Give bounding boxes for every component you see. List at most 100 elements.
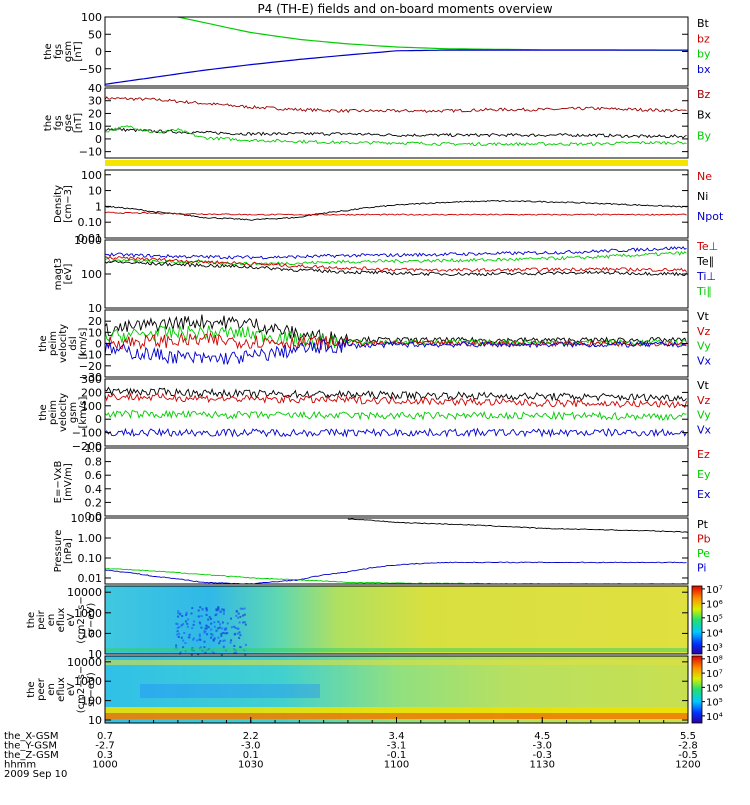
y-axis-label: [eV] (63, 264, 74, 285)
x-date-label: 2009 Sep 10 (4, 769, 67, 780)
legend-Bz: Bz (697, 88, 711, 101)
spectrogram-pixel (239, 634, 242, 637)
spectrogram-pixel (188, 636, 191, 639)
spectrogram-pixel (238, 621, 241, 624)
spectrogram-pixel (239, 607, 242, 610)
series-Pt-line (347, 518, 689, 533)
series-Bx-line (104, 127, 687, 139)
y-axis-label: the (38, 404, 49, 420)
y-axis-label: the (43, 115, 54, 131)
series-Te-line (104, 260, 687, 277)
spectrogram-pixel (217, 636, 220, 639)
y-tick-label: 0.4 (85, 483, 103, 496)
legend-Ti: Ti∥ (696, 285, 712, 298)
x-row-value: 5.5 (680, 731, 696, 742)
spectrogram-pixel (225, 627, 228, 630)
panel-frame (104, 87, 689, 159)
panel-efield: 1.00.80.60.40.20.0 E=−VxB [mV/m] Ez Ey Ex (53, 442, 711, 523)
y-axis-label: velocity (58, 393, 69, 432)
colorbar-tick-label: 10⁵ (706, 698, 723, 709)
x-row-value: 1130 (530, 760, 555, 771)
spectrogram-pixel (238, 631, 241, 634)
spectrogram-pixel (223, 610, 225, 613)
spectrogram-pixel (221, 608, 224, 611)
spectrogram-pixel (236, 627, 239, 630)
panel-frame (104, 378, 689, 447)
y-tick-label: 40 (88, 82, 102, 95)
series-Pe-line (104, 568, 687, 585)
y-tick-label: 0 (95, 46, 102, 59)
y-tick-label: 0.2 (85, 496, 103, 509)
spectrogram-pixel (182, 646, 185, 649)
spectrogram-pixel (191, 627, 194, 630)
spectrogram-pixel (192, 638, 195, 641)
spectrogram-pixel (178, 632, 181, 635)
y-axis-label: the (26, 681, 37, 697)
legend-Pt: Pt (697, 518, 709, 531)
spectrogram-pixel (182, 639, 185, 642)
y-tick-label: 0.01 (78, 572, 103, 585)
y-axis-label: the (43, 43, 54, 59)
series-Ne-line (104, 211, 687, 216)
spectrogram-pixel (215, 629, 218, 632)
x-row-value: -3.1 (387, 741, 407, 752)
series-Bz-line (104, 96, 687, 114)
y-tick-label: 0.0 (85, 510, 103, 523)
spectrogram-pixel (220, 610, 222, 613)
y-tick-label: 10 (88, 326, 102, 339)
spectrogram-pixel (215, 608, 218, 611)
y-tick-label: 1.0 (85, 442, 103, 455)
x-row-label: the_X-GSM (4, 731, 58, 742)
y-tick-label: 0.01 (78, 232, 103, 245)
panel-frame (104, 169, 689, 239)
y-tick-label: 20 (88, 107, 102, 120)
spectrogram-pixel (222, 608, 225, 611)
spectrogram-pixel (184, 620, 187, 623)
colorbar-peir_spec (691, 585, 703, 655)
y-axis-label: dsl (68, 336, 79, 350)
y-axis-label: [nT] (73, 113, 84, 133)
y-tick-label: 0.10 (78, 552, 103, 565)
spectrogram-band (105, 660, 688, 665)
y-axis-label: magt3 (53, 258, 64, 291)
spectrogram-pixel (203, 646, 206, 649)
colorbar-tick-label: 10⁸ (706, 655, 723, 666)
y-tick-label: 10.00 (71, 512, 103, 525)
spectrogram-pixel (213, 625, 216, 628)
spectrogram-pixel (220, 653, 223, 656)
spectrogram-pixel (221, 627, 224, 630)
spectrogram-pixel (205, 627, 208, 630)
spectrogram-pixel (221, 631, 224, 634)
spectrogram-pixel (177, 615, 179, 618)
y-axis-label: [cm−3] (63, 185, 74, 223)
y-axis-label: the (38, 335, 49, 351)
y-tick-label: 1 (95, 200, 102, 213)
panel-peer_spec: 10⁸ 10⁷ 10⁶ 10⁵ 10⁴ 10000 1000 100 10 the peer en ef… (26, 655, 723, 727)
y-axis-label: en (46, 683, 57, 696)
y-tick-label: 0.6 (85, 469, 103, 482)
series-Ti-line (104, 246, 687, 260)
y-tick-label: 1000 (74, 675, 102, 688)
legend-By: By (697, 129, 712, 142)
legend-Vx: Vx (697, 354, 712, 367)
y-axis-label: gsm (68, 402, 79, 423)
spectrogram-pixel (224, 627, 226, 630)
y-tick-label: 300 (81, 373, 102, 386)
spectrogram-pixel (184, 642, 187, 644)
spectrogram-pixel (205, 624, 208, 627)
spectrogram-pixel (220, 633, 223, 635)
y-axis-label: peim (48, 331, 59, 356)
legend-Bx: Bx (697, 109, 712, 122)
spectrogram-pixel (230, 639, 232, 642)
y-tick-label: 10 (88, 185, 102, 198)
spectrogram-pixel (210, 628, 213, 631)
y-axis-label: sr−eV) (86, 603, 97, 638)
x-row-value: -2.7 (95, 741, 115, 752)
y-tick-label: −100 (72, 427, 102, 440)
spectrogram-pixel (185, 613, 188, 616)
y-axis-label: the (26, 612, 37, 628)
y-tick-label: −50 (79, 63, 102, 76)
x-row-value: -0.1 (387, 750, 407, 761)
spectrogram-pixel (213, 621, 216, 624)
